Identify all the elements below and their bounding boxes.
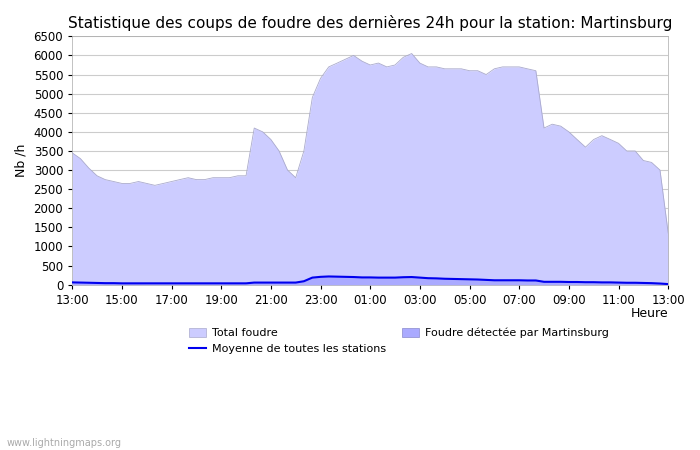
Y-axis label: Nb /h: Nb /h [15, 144, 28, 177]
Title: Statistique des coups de foudre des dernières 24h pour la station: Martinsburg: Statistique des coups de foudre des dern… [68, 15, 673, 31]
Text: Heure: Heure [631, 307, 668, 320]
Legend: Total foudre, Moyenne de toutes les stations, Foudre détectée par Martinsburg: Total foudre, Moyenne de toutes les stat… [185, 323, 613, 359]
Text: www.lightningmaps.org: www.lightningmaps.org [7, 438, 122, 448]
